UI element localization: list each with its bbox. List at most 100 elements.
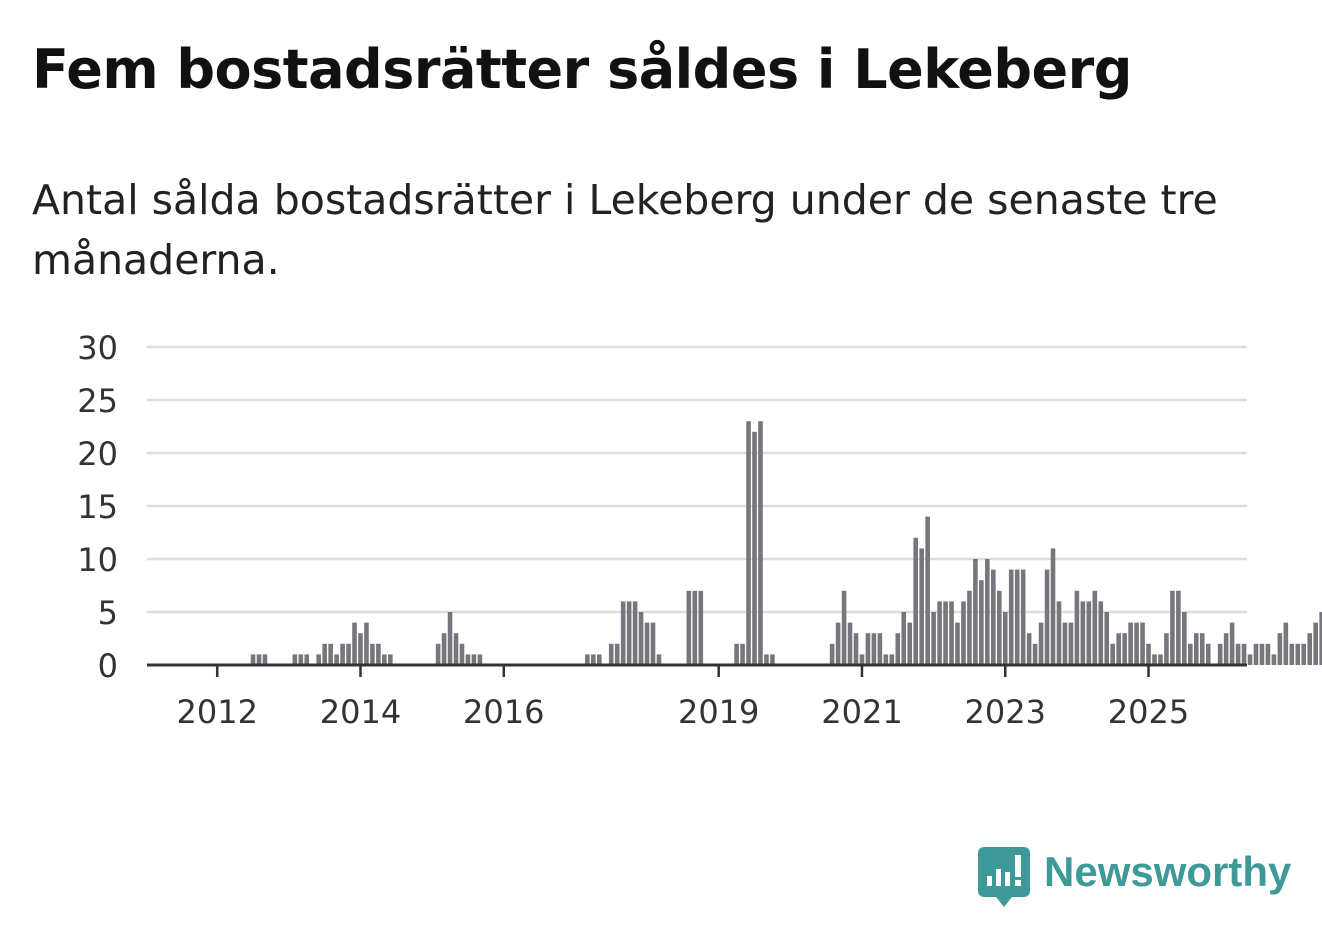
bar (1140, 622, 1145, 665)
y-tick-label: 0 (98, 647, 118, 685)
bar (877, 633, 883, 665)
chart-title: Fem bostadsrätter såldes i Lekeberg (32, 38, 1132, 101)
x-tick-label: 2012 (176, 693, 257, 731)
bar (596, 654, 602, 665)
bar (889, 654, 895, 665)
bar (1026, 633, 1032, 665)
bar (459, 643, 465, 665)
bar (620, 601, 626, 665)
bar (829, 643, 835, 665)
bar (1205, 643, 1211, 665)
bar (949, 601, 954, 665)
bar (1182, 612, 1187, 665)
bar (692, 590, 698, 665)
bar (1289, 643, 1295, 665)
x-tick-label: 2016 (463, 693, 544, 731)
bar (608, 643, 614, 665)
bar (1002, 612, 1008, 665)
bar (859, 654, 865, 665)
y-tick-label: 5 (98, 594, 118, 632)
bar (1020, 569, 1026, 665)
bar (1223, 633, 1229, 665)
bar (1199, 633, 1205, 665)
bar (1152, 654, 1157, 665)
bar (907, 622, 913, 665)
bar (883, 654, 889, 665)
bar (1301, 643, 1307, 665)
bar (471, 654, 477, 665)
bar (973, 559, 978, 665)
bar (1008, 569, 1014, 665)
bar (835, 622, 841, 665)
bar (740, 643, 745, 665)
bar (1104, 612, 1110, 665)
bar (340, 643, 345, 665)
bar (644, 622, 650, 665)
bar (358, 633, 363, 665)
bar (453, 633, 459, 665)
bar (1086, 601, 1092, 665)
bar (746, 421, 751, 665)
bar (591, 654, 596, 665)
bar (1265, 643, 1271, 665)
bar (1271, 654, 1277, 665)
bar (1235, 643, 1241, 665)
bar (1074, 590, 1080, 665)
bar (770, 654, 775, 665)
bar (985, 559, 990, 665)
bar (919, 548, 924, 665)
bar (895, 633, 901, 665)
bar (638, 612, 644, 665)
bar (334, 654, 339, 665)
bar (1295, 643, 1301, 665)
bar (847, 622, 853, 665)
bar (734, 643, 739, 665)
bar (955, 622, 960, 665)
bar (585, 654, 590, 665)
y-tick-label: 20 (77, 435, 118, 473)
bar (447, 612, 453, 665)
bar (256, 654, 262, 665)
bar (901, 612, 907, 665)
bar (316, 654, 321, 665)
bar (1164, 633, 1169, 665)
bar (996, 590, 1002, 665)
bar (1176, 590, 1181, 665)
bar (1092, 590, 1098, 665)
x-tick-label: 2021 (821, 693, 902, 731)
bar (650, 622, 656, 665)
bar (1122, 633, 1127, 665)
bar (1229, 622, 1235, 665)
x-tick-label: 2014 (320, 693, 401, 731)
bar (698, 590, 704, 665)
gridlines (147, 345, 1247, 614)
bar (1158, 654, 1163, 665)
bar (1253, 643, 1259, 665)
x-axis-labels: 2012 2014 2016 2019 2021 2023 2025 (176, 693, 1189, 731)
bar (477, 654, 483, 665)
y-tick-label: 10 (77, 541, 118, 579)
bar (686, 590, 692, 665)
bar (1170, 590, 1175, 665)
bar (1319, 612, 1322, 665)
bar (979, 580, 984, 665)
bar (262, 654, 268, 665)
bar (841, 590, 847, 665)
bar (352, 622, 357, 665)
bar (1062, 622, 1068, 665)
bar (865, 633, 871, 665)
chart-subtitle: Antal sålda bostadsrätter i Lekeberg und… (32, 176, 1218, 284)
x-tick-label: 2023 (965, 693, 1046, 731)
bar (1217, 643, 1223, 665)
newsworthy-brand: Newsworthy (978, 846, 1291, 910)
bar (370, 643, 375, 665)
brand-name: Newsworthy (1044, 848, 1292, 895)
bar (346, 643, 351, 665)
bar (961, 601, 966, 665)
bar (465, 654, 471, 665)
bar (626, 601, 632, 665)
bar (758, 421, 763, 665)
bar (1313, 622, 1318, 665)
bar (764, 654, 769, 665)
